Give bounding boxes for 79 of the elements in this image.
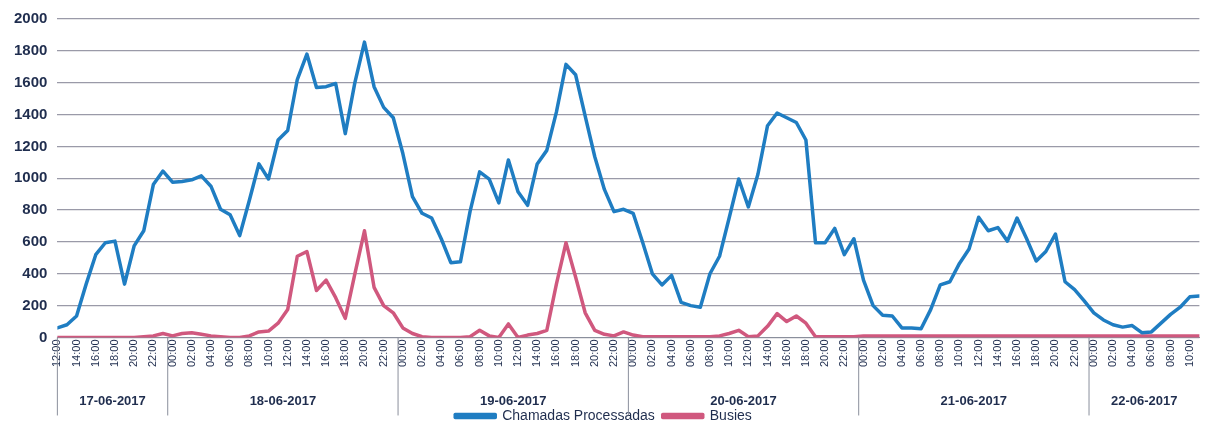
x-tick-label: 06:00	[223, 339, 236, 367]
x-tick-label: 06:00	[683, 339, 696, 367]
x-tick-label: 02:00	[415, 339, 428, 367]
x-tick-label: 14:00	[69, 339, 82, 367]
x-tick-label: 16:00	[88, 339, 101, 367]
x-tick-label: 18:00	[798, 339, 811, 367]
x-tick-label: 12:00	[511, 339, 524, 367]
x-tick-label: 22:00	[837, 339, 850, 367]
x-tick-label: 04:00	[1125, 339, 1138, 367]
x-tick-label: 20:00	[818, 339, 831, 367]
y-tick-label: 1200	[13, 136, 48, 154]
x-tick-label: 16:00	[319, 339, 332, 367]
x-tick-label: 14:00	[760, 339, 773, 367]
x-tick-label: 22:00	[376, 339, 389, 367]
x-tick-label: 20:00	[357, 339, 370, 367]
x-tick-label: 10:00	[491, 339, 504, 367]
y-tick-label: 1800	[13, 40, 48, 58]
y-tick-label: 1400	[13, 104, 48, 122]
text: 22-06-2017	[1110, 393, 1178, 409]
x-tick-label: 10:00	[1182, 339, 1195, 367]
x-tick-label: 14:00	[299, 339, 312, 367]
x-tick-label: 08:00	[933, 339, 946, 367]
legend-label: Busies	[709, 406, 752, 423]
x-tick-label: 06:00	[914, 339, 927, 367]
y-tick-label: 800	[22, 200, 48, 218]
x-tick-label: 20:00	[587, 339, 600, 367]
x-tick-label: 18:00	[1029, 339, 1042, 367]
x-tick-label: 12:00	[971, 339, 984, 367]
x-tick-label: 12:00	[50, 339, 63, 367]
x-tick-label: 08:00	[472, 339, 485, 367]
x-tick-label: 22:00	[1067, 339, 1080, 367]
x-tick-label: 04:00	[664, 339, 677, 367]
x-tick-label: 22:00	[607, 339, 620, 367]
x-tick-label: 02:00	[875, 339, 888, 367]
y-tick-label: 400	[22, 263, 48, 281]
x-tick-label: 00:00	[395, 339, 408, 367]
text: 17-06-2017	[79, 393, 146, 409]
x-tick-label: 12:00	[741, 339, 754, 367]
y-tick-label: 1600	[13, 72, 48, 90]
text: 19-06-2017	[479, 393, 547, 409]
x-tick-label: 02:00	[184, 339, 197, 367]
x-tick-label: 14:00	[990, 339, 1003, 367]
text: 21-06-2017	[940, 393, 1008, 409]
x-tick-label: 00:00	[1086, 339, 1099, 367]
x-tick-label: 10:00	[722, 339, 735, 367]
x-tick-label: 08:00	[702, 339, 715, 367]
x-tick-label: 16:00	[779, 339, 792, 367]
x-tick-label: 20:00	[127, 339, 140, 367]
x-tick-label: 08:00	[1163, 339, 1176, 367]
y-tick-label: 600	[22, 232, 48, 250]
x-tick-label: 02:00	[645, 339, 658, 367]
x-tick-label: 18:00	[107, 339, 120, 367]
x-tick-label: 20:00	[1048, 339, 1061, 367]
x-tick-label: 04:00	[894, 339, 907, 367]
x-tick-label: 00:00	[626, 339, 639, 367]
x-tick-label: 16:00	[549, 339, 562, 367]
x-tick-label: 08:00	[242, 339, 255, 367]
legend-label: Chamadas Processadas	[502, 406, 655, 423]
x-tick-label: 06:00	[453, 339, 466, 367]
x-tick-label: 22:00	[146, 339, 159, 367]
x-tick-label: 18:00	[338, 339, 351, 367]
x-tick-label: 14:00	[530, 339, 543, 367]
x-tick-label: 00:00	[856, 339, 869, 367]
x-tick-label: 10:00	[261, 339, 274, 367]
x-tick-label: 02:00	[1106, 339, 1119, 367]
x-tick-label: 18:00	[568, 339, 581, 367]
y-tick-label: 2000	[13, 9, 48, 27]
x-tick-label: 12:00	[280, 339, 293, 367]
text: 20-06-2017	[710, 393, 777, 409]
x-tick-label: 04:00	[434, 339, 447, 367]
x-tick-label: 16:00	[1010, 339, 1023, 367]
y-tick-label: 1000	[13, 168, 48, 186]
text: 18-06-2017	[249, 393, 317, 409]
y-tick-label: 0	[39, 327, 48, 345]
y-tick-label: 200	[22, 295, 48, 313]
x-tick-label: 06:00	[1144, 339, 1157, 367]
x-tick-label: 04:00	[203, 339, 216, 367]
x-tick-label: 00:00	[165, 339, 178, 367]
x-tick-label: 10:00	[952, 339, 965, 367]
